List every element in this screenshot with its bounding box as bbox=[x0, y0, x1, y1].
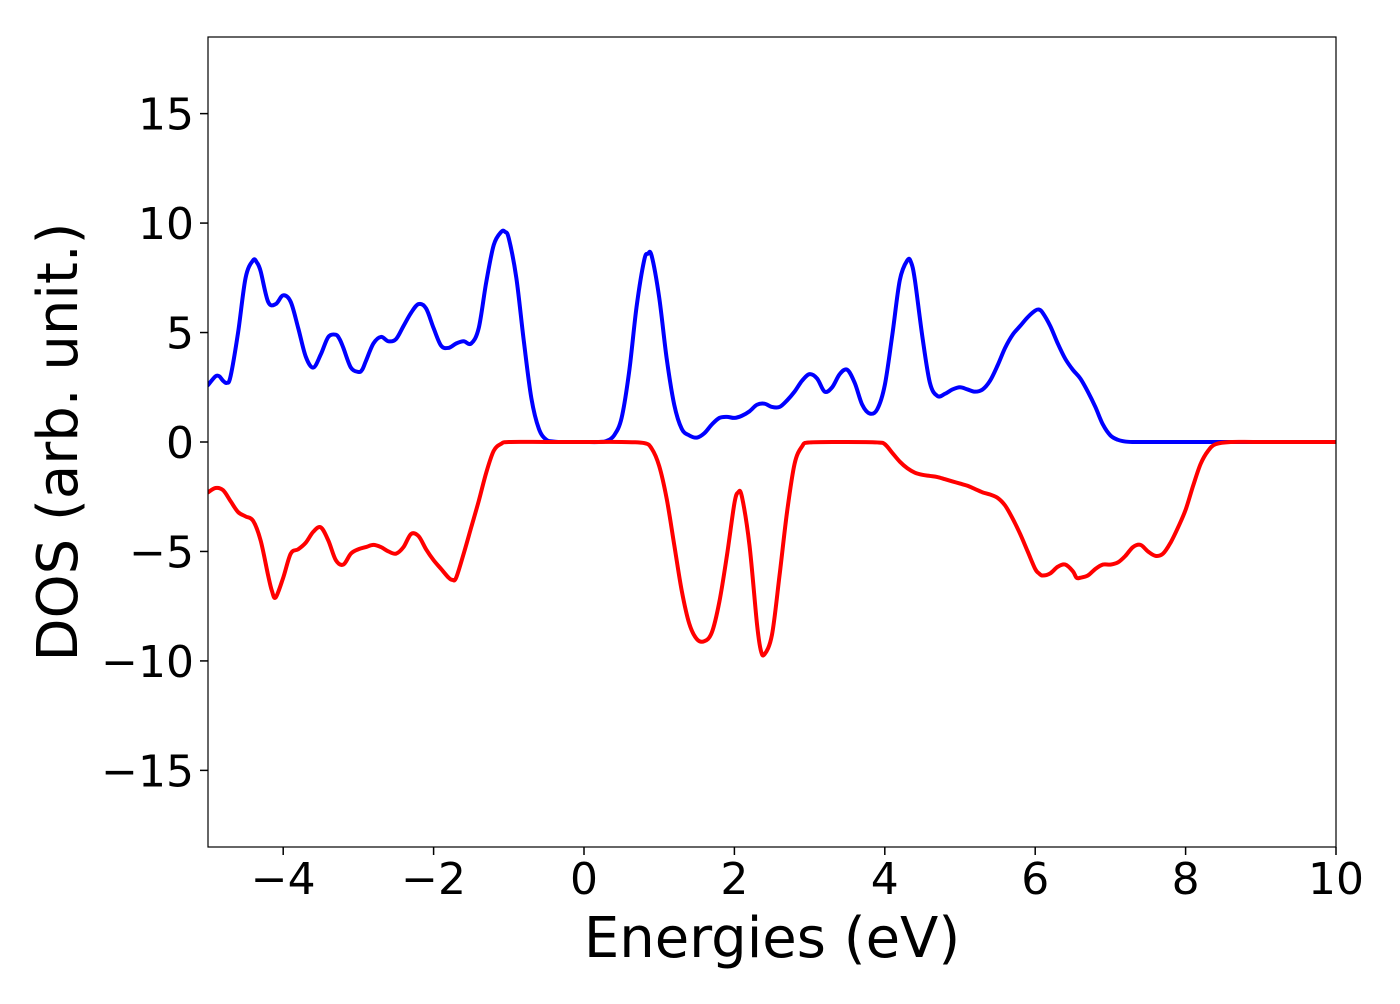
x-axis-title: Energies (eV) bbox=[584, 906, 960, 971]
y-axis-title: DOS (arb. unit.) bbox=[26, 222, 91, 661]
x-tick-label: 6 bbox=[1021, 854, 1049, 905]
x-tick-label: 2 bbox=[720, 854, 748, 905]
x-tick-label: −4 bbox=[251, 854, 316, 905]
y-tick-label: −5 bbox=[129, 527, 194, 578]
y-tick-label: 5 bbox=[166, 309, 194, 360]
dos-series-line-1 bbox=[208, 228, 1336, 445]
x-tick-label: −2 bbox=[401, 854, 466, 905]
dos-series-line-2 bbox=[208, 439, 1336, 658]
x-axis: −4 −2 0 2 4 6 8 10 bbox=[251, 847, 1364, 905]
x-tick-label: 8 bbox=[1172, 854, 1200, 905]
x-tick-label: 10 bbox=[1308, 854, 1364, 905]
y-tick-label: −15 bbox=[101, 746, 194, 797]
y-tick-label: 0 bbox=[166, 418, 194, 469]
series-layer bbox=[208, 228, 1336, 658]
y-tick-label: 10 bbox=[138, 199, 194, 250]
y-axis: 15 10 5 0 −5 −10 −15 bbox=[101, 90, 208, 797]
y-tick-label: 15 bbox=[138, 90, 194, 141]
y-tick-label: −10 bbox=[101, 637, 194, 688]
x-tick-label: 4 bbox=[871, 854, 899, 905]
x-tick-label: 0 bbox=[570, 854, 598, 905]
